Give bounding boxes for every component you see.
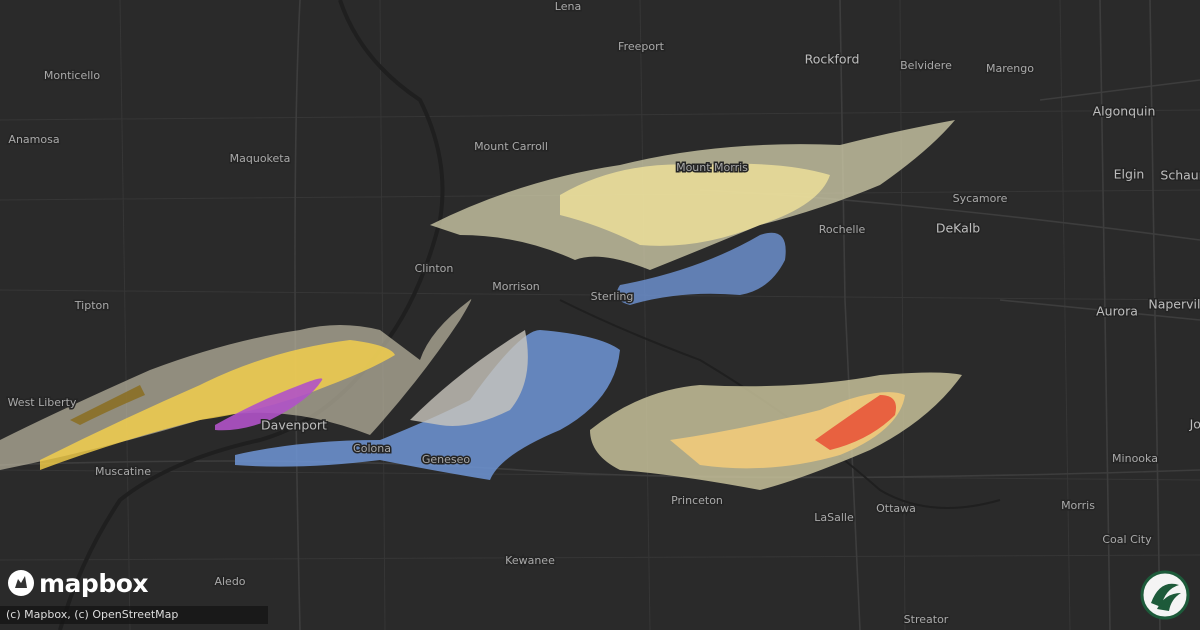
place-label: Geneseo — [422, 453, 471, 466]
place-label: Colona — [353, 442, 391, 455]
place-label: Princeton — [671, 494, 723, 507]
place-label: Coal City — [1102, 533, 1152, 546]
place-label: Lena — [555, 0, 581, 13]
place-label: Minooka — [1112, 452, 1158, 465]
place-label: Morrison — [492, 280, 540, 293]
place-label: Marengo — [986, 62, 1034, 75]
place-label: Morris — [1061, 499, 1095, 512]
place-label: Sterling — [591, 290, 634, 303]
place-label: Algonquin — [1093, 104, 1156, 119]
place-label: Aurora — [1096, 304, 1138, 319]
place-label: Mount Morris — [676, 161, 748, 174]
place-label: Clinton — [415, 262, 454, 275]
place-label: Anamosa — [8, 133, 59, 146]
place-label: Schaumburg — [1160, 168, 1200, 183]
place-label: Ottawa — [876, 502, 916, 515]
place-label: Naperville — [1148, 297, 1200, 312]
place-label: Joliet — [1189, 417, 1200, 432]
place-label: Monticello — [44, 69, 100, 82]
place-label: Freeport — [618, 40, 665, 53]
mapbox-logo[interactable]: mapbox — [6, 568, 149, 598]
place-label: Tipton — [74, 299, 109, 312]
place-label: Sycamore — [953, 192, 1008, 205]
place-label: Rockford — [805, 52, 860, 67]
place-label: Mount Carroll — [474, 140, 548, 153]
brand-badge — [1140, 570, 1190, 620]
place-label: LaSalle — [814, 511, 854, 524]
logo-text: mapbox — [39, 568, 149, 598]
place-label: Streator — [904, 613, 949, 626]
place-label: Belvidere — [900, 59, 952, 72]
place-label: Davenport — [261, 418, 327, 433]
place-label: Rochelle — [819, 223, 866, 236]
place-label: Aledo — [214, 575, 245, 588]
place-label: Maquoketa — [230, 152, 291, 165]
place-labels: Lena Freeport Rockford Belvidere Marengo… — [6, 0, 1200, 628]
storm-swaths — [0, 120, 962, 490]
place-label: Kewanee — [505, 554, 555, 567]
mapbox-icon — [8, 570, 34, 596]
place-label: Elgin — [1114, 167, 1145, 182]
place-label: DeKalb — [936, 221, 980, 236]
attribution[interactable]: (c) Mapbox, (c) OpenStreetMap — [0, 606, 268, 624]
place-label: Muscatine — [95, 465, 151, 478]
place-label: West Liberty — [8, 396, 77, 409]
